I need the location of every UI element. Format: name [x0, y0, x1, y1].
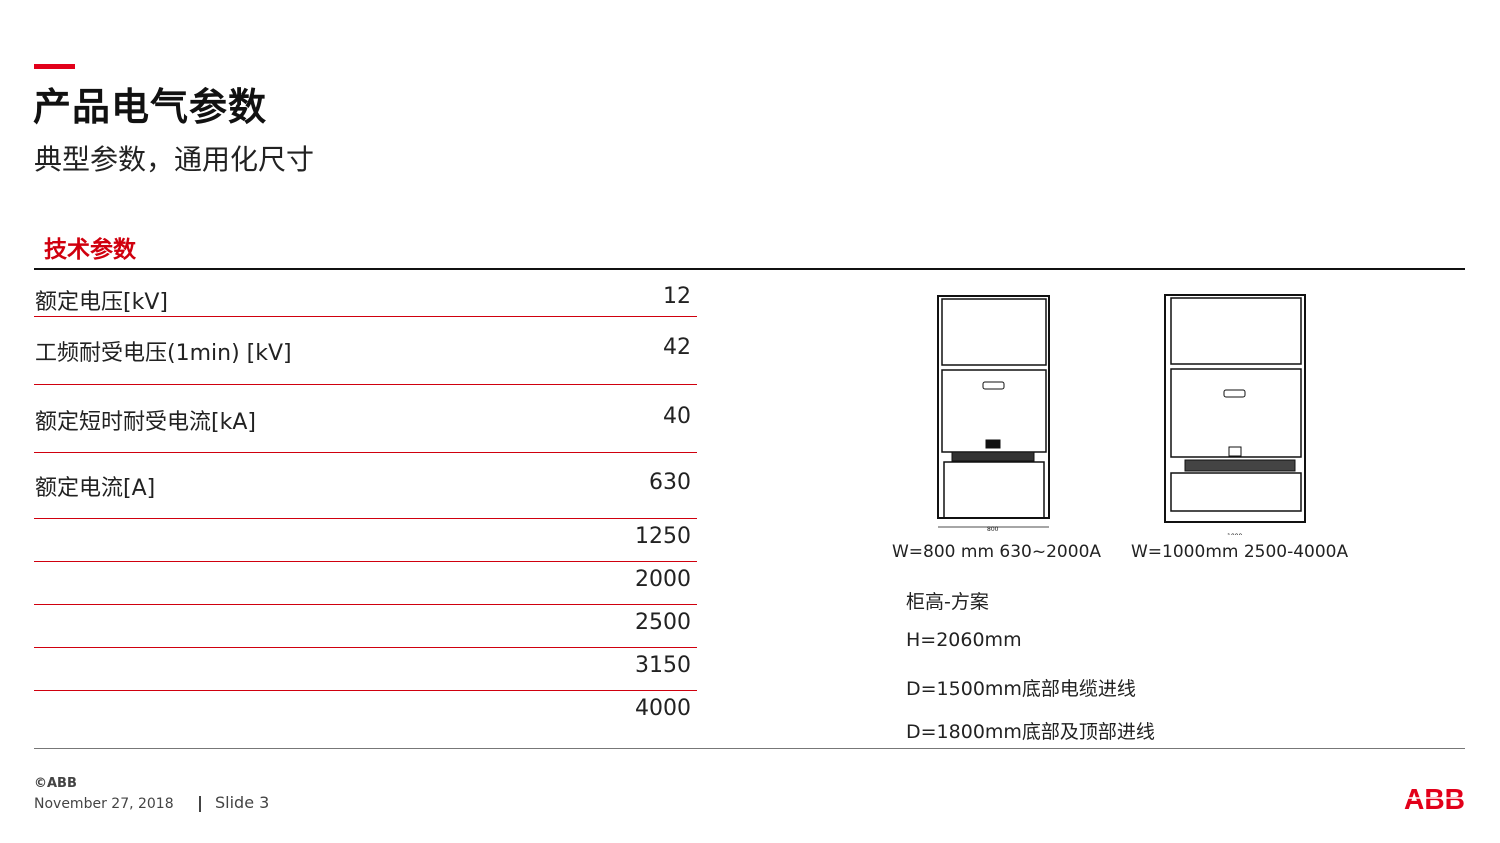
- row-value: 2000: [635, 567, 691, 592]
- table-row: 1250: [34, 519, 697, 562]
- note: D=1500mm底部电缆进线: [906, 678, 1136, 700]
- table-row: 4000: [34, 691, 697, 731]
- copyright: ©ABB: [34, 776, 77, 791]
- row-value: 1250: [635, 524, 691, 549]
- table-row: 额定电流[A] 630: [34, 453, 697, 519]
- row-label: 额定电流[A]: [35, 476, 156, 501]
- row-value: 12: [663, 284, 691, 309]
- table-row: 工频耐受电压(1min) [kV] 42: [34, 317, 697, 385]
- row-value: 40: [663, 404, 691, 429]
- drawing-caption: W=1000mm 2500-4000A: [1131, 542, 1349, 562]
- row-value: 42: [663, 335, 691, 360]
- footer-date: November 27, 2018: [34, 796, 174, 812]
- cabinet-drawing-800: 800: [937, 295, 1050, 533]
- note: H=2060mm: [906, 629, 1022, 651]
- abb-logo: ABB: [1404, 786, 1466, 812]
- footer-divider: [34, 748, 1465, 749]
- title-accent-bar: [34, 64, 75, 69]
- table-row: 额定短时耐受电流[kA] 40: [34, 385, 697, 453]
- row-label: 工频耐受电压(1min) [kV]: [35, 341, 292, 366]
- svg-text:ABB: ABB: [1404, 786, 1465, 812]
- row-label: 额定电压[kV]: [35, 290, 168, 315]
- cabinet-drawing-1000: 1000: [1164, 294, 1306, 535]
- page-title: 产品电气参数: [33, 85, 268, 129]
- note: D=1800mm底部及顶部进线: [906, 721, 1155, 743]
- row-value: 4000: [635, 696, 691, 721]
- note: 柜高-方案: [906, 591, 989, 613]
- dimension-label: 1000: [1227, 533, 1242, 535]
- row-label: 额定短时耐受电流[kA]: [35, 410, 256, 435]
- row-value: 2500: [635, 610, 691, 635]
- slide-number: Slide 3: [215, 793, 270, 812]
- divider: [34, 268, 1465, 270]
- row-value: 630: [649, 470, 691, 495]
- row-value: 3150: [635, 653, 691, 678]
- table-row: 2500: [34, 605, 697, 648]
- table-row: 3150: [34, 648, 697, 691]
- drawing-caption: W=800 mm 630~2000A: [892, 542, 1102, 562]
- dimension-label: 800: [987, 526, 999, 533]
- table-row: 2000: [34, 562, 697, 605]
- footer-separator: [199, 796, 201, 812]
- table-row: 额定电压[kV] 12: [34, 270, 697, 317]
- section-title: 技术参数: [44, 237, 136, 263]
- page-subtitle: 典型参数，通用化尺寸: [34, 143, 315, 176]
